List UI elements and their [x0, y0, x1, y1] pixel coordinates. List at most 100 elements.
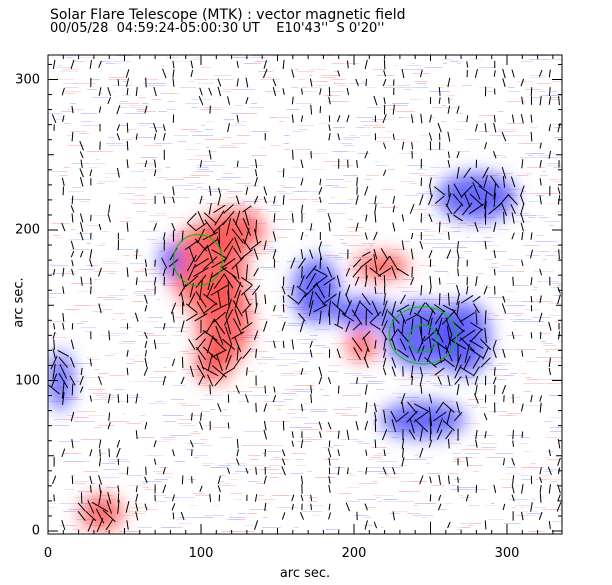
noise-streak: [345, 63, 359, 64]
field-vector: [548, 96, 552, 105]
noise-streak: [484, 237, 491, 238]
field-vector: [217, 475, 221, 485]
noise-streak: [225, 391, 244, 392]
field-vector: [472, 182, 481, 200]
noise-streak: [505, 467, 516, 468]
noise-streak: [499, 479, 512, 480]
noise-streak: [383, 87, 396, 88]
noise-streak: [160, 527, 170, 528]
noise-streak: [121, 95, 131, 96]
noise-streak: [108, 79, 127, 80]
noise-streak: [411, 87, 428, 88]
field-vector: [186, 254, 197, 272]
field-vector: [297, 293, 307, 305]
noise-streak: [346, 501, 361, 502]
field-vector: [172, 312, 175, 323]
noise-streak: [280, 375, 298, 376]
noise-streak: [190, 175, 210, 176]
noise-streak: [78, 133, 88, 134]
field-vector: [328, 484, 331, 493]
field-vector: [369, 311, 382, 324]
field-vector: [453, 214, 463, 222]
field-vector: [61, 87, 65, 96]
field-vector: [530, 332, 533, 339]
noise-streak: [502, 299, 511, 300]
noise-streak: [409, 173, 426, 174]
field-vector: [245, 186, 249, 195]
field-vector: [401, 240, 405, 250]
noise-streak: [502, 487, 514, 488]
field-vector: [213, 273, 225, 290]
field-vector: [199, 485, 203, 493]
noise-streak: [54, 67, 71, 68]
field-vector: [242, 218, 252, 236]
field-vector: [195, 330, 207, 341]
field-vector: [447, 131, 451, 142]
noise-streak: [155, 213, 167, 214]
noise-streak: [487, 297, 506, 298]
noise-streak: [178, 141, 187, 142]
noise-streak: [269, 291, 286, 292]
noise-streak: [407, 377, 420, 378]
field-vector: [254, 302, 258, 314]
field-vector: [162, 68, 167, 79]
noise-streak: [428, 231, 436, 232]
field-vector: [181, 475, 184, 485]
noise-streak: [137, 111, 156, 112]
y-tick-label: 0: [31, 523, 40, 539]
noise-streak: [191, 107, 198, 108]
noise-streak: [540, 341, 546, 342]
field-vector: [484, 200, 487, 217]
field-vector: [235, 210, 241, 226]
field-vector: [502, 295, 506, 303]
field-vector: [232, 274, 244, 288]
noise-streak: [117, 401, 130, 402]
field-vector: [480, 357, 491, 368]
noise-streak: [162, 415, 184, 416]
noise-streak: [327, 95, 341, 96]
noise-streak: [76, 323, 84, 324]
noise-streak: [201, 125, 206, 126]
noise-streak: [356, 167, 361, 168]
noise-streak: [375, 497, 380, 498]
field-vector: [469, 348, 484, 359]
noise-streak: [341, 243, 347, 244]
field-vector: [434, 195, 445, 205]
noise-streak: [232, 57, 249, 58]
field-vector: [126, 78, 130, 88]
field-vector: [371, 300, 380, 316]
noise-streak: [532, 499, 536, 500]
noise-streak: [537, 281, 542, 282]
field-vector: [154, 259, 156, 267]
field-vector: [529, 249, 533, 259]
noise-streak: [452, 461, 465, 462]
noise-streak: [148, 273, 169, 274]
field-vector: [301, 266, 303, 279]
field-vector: [557, 457, 561, 466]
noise-streak: [552, 521, 562, 522]
noise-streak: [132, 255, 143, 256]
noise-streak: [135, 211, 147, 212]
field-vector: [548, 357, 551, 368]
noise-streak: [281, 305, 289, 306]
noise-streak: [139, 163, 157, 164]
noise-streak: [371, 361, 386, 362]
noise-streak: [376, 431, 393, 432]
noise-streak: [454, 113, 464, 114]
field-vector: [144, 331, 148, 339]
field-vector: [319, 88, 322, 95]
noise-streak: [149, 381, 164, 382]
noise-streak: [528, 155, 534, 156]
noise-streak: [64, 87, 79, 88]
noise-streak: [172, 527, 183, 528]
noise-streak: [93, 393, 109, 394]
field-vector: [154, 133, 157, 140]
field-vector: [108, 330, 111, 341]
field-vector: [210, 303, 228, 313]
noise-streak: [189, 433, 201, 434]
field-vector: [409, 417, 415, 434]
field-vector: [108, 204, 111, 214]
noise-streak: [383, 499, 398, 500]
noise-streak: [409, 183, 417, 184]
field-vector: [456, 166, 460, 179]
